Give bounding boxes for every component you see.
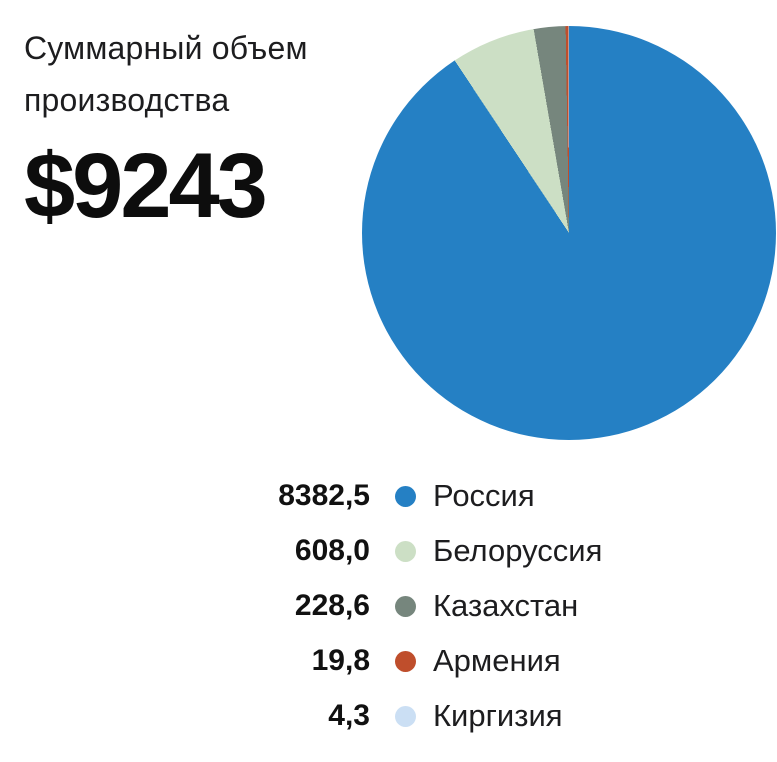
pie-chart [362, 26, 776, 440]
total-value: $9243 [24, 135, 268, 237]
legend-row: 19,8 Армения [0, 639, 777, 683]
legend-dot-icon [395, 650, 416, 672]
legend-label: Киргизия [433, 698, 563, 733]
legend-label: Армения [433, 643, 561, 678]
legend-value: 19,8 [311, 644, 370, 677]
legend-dot-icon [395, 705, 416, 727]
legend-dot-icon [395, 540, 416, 562]
chart-legend: 8382,5 Россия 608,0 Белоруссия 228,6 Каз… [0, 474, 777, 749]
legend-dot-icon [395, 485, 416, 507]
legend-value: 4,3 [328, 699, 370, 732]
legend-row: 4,3 Киргизия [0, 694, 777, 738]
page-title: Суммарный объем производства [24, 30, 308, 118]
legend-row: 608,0 Белоруссия [0, 529, 777, 573]
legend-value: 608,0 [294, 534, 370, 567]
legend-label: Казахстан [433, 588, 579, 623]
legend-row: 8382,5 Россия [0, 474, 777, 518]
chart-header: Суммарный объем производства $9243 [24, 22, 344, 232]
legend-label: Белоруссия [433, 533, 603, 568]
legend-value: 8382,5 [278, 479, 370, 512]
legend-label: Россия [433, 478, 535, 513]
legend-dot-icon [395, 595, 416, 617]
legend-row: 228,6 Казахстан [0, 584, 777, 628]
legend-value: 228,6 [294, 589, 370, 622]
